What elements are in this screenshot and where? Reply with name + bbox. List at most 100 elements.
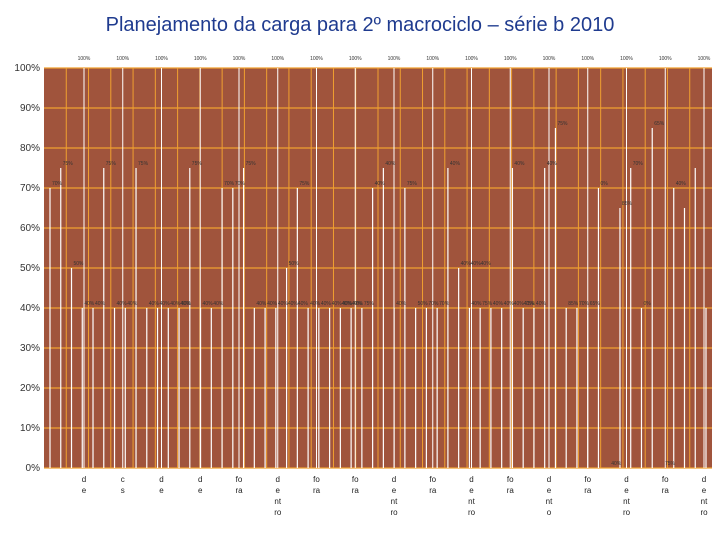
data-label: 40% bbox=[203, 301, 214, 307]
data-label: 0% bbox=[600, 181, 608, 187]
data-label: 75% bbox=[106, 161, 117, 167]
data-label: 70% bbox=[439, 301, 450, 307]
y-tick-label: 50% bbox=[20, 263, 40, 274]
x-tick-label: e bbox=[392, 486, 397, 495]
data-label: 70% bbox=[579, 301, 590, 307]
data-label-100: 100% bbox=[504, 56, 517, 62]
data-label-100: 100% bbox=[659, 56, 672, 62]
data-label: 40% bbox=[181, 301, 192, 307]
data-label: 40% bbox=[117, 301, 128, 307]
data-label: 40% bbox=[321, 301, 332, 307]
y-axis-ticks: 0% 10% 20% 30% 40% 50% 60% 70% 80% 90% 100% bbox=[14, 63, 40, 474]
data-label: 75% bbox=[63, 161, 74, 167]
x-tick-label: e bbox=[82, 486, 87, 495]
data-label-100: 100% bbox=[543, 56, 556, 62]
data-label: 40%40%40% bbox=[461, 261, 492, 267]
data-label: 75% bbox=[482, 301, 493, 307]
x-tick-label: fo bbox=[662, 475, 669, 484]
data-label: 40% bbox=[514, 161, 525, 167]
data-label: 40% bbox=[536, 301, 547, 307]
data-label-100: 100% bbox=[194, 56, 207, 62]
data-label-100: 100% bbox=[465, 56, 478, 62]
x-tick-label: fo bbox=[313, 475, 320, 484]
data-label: 85% bbox=[622, 201, 633, 207]
x-tick-label: fo bbox=[352, 475, 359, 484]
y-tick-label: 80% bbox=[20, 143, 40, 154]
data-label: 50% bbox=[289, 261, 300, 267]
x-tick-label: d bbox=[159, 475, 163, 484]
x-tick-label: d bbox=[702, 475, 706, 484]
data-label: 65% bbox=[590, 301, 601, 307]
x-tick-label: ro bbox=[700, 508, 708, 517]
data-label: 40% bbox=[149, 301, 160, 307]
data-label: 40% bbox=[493, 301, 504, 307]
data-label: 40% bbox=[353, 301, 364, 307]
data-label-100: 100% bbox=[116, 56, 129, 62]
data-label: 75% bbox=[138, 161, 149, 167]
x-tick-label: nt bbox=[468, 497, 475, 506]
data-label: 75% bbox=[192, 161, 203, 167]
data-label-100: 100% bbox=[78, 56, 91, 62]
x-tick-label: nt bbox=[391, 497, 398, 506]
x-tick-label: d bbox=[624, 475, 628, 484]
x-tick-label: e bbox=[159, 486, 164, 495]
value-labels: 70%75%50%40% 40%75%40% 40%75%40% 40% 40%40%4… bbox=[52, 56, 711, 467]
data-label: 40% bbox=[450, 161, 461, 167]
x-tick-label: ra bbox=[352, 486, 360, 495]
data-label: 50% bbox=[74, 261, 85, 267]
data-label: 75% bbox=[364, 301, 375, 307]
x-tick-label: nt bbox=[623, 497, 630, 506]
x-tick-label: ra bbox=[313, 486, 321, 495]
data-label: 70% bbox=[633, 161, 644, 167]
x-tick-label: d bbox=[469, 475, 473, 484]
x-tick-label: ro bbox=[468, 508, 476, 517]
data-label: 85% bbox=[568, 301, 579, 307]
data-label: 40% bbox=[310, 301, 321, 307]
y-tick-label: 60% bbox=[20, 223, 40, 234]
data-label: 40% bbox=[256, 301, 267, 307]
data-label: 75% bbox=[557, 121, 568, 127]
data-label: 50% bbox=[418, 301, 429, 307]
data-label: 75% bbox=[665, 461, 676, 467]
data-label: 75% bbox=[407, 181, 418, 187]
data-label: 70% bbox=[235, 181, 246, 187]
y-tick-label: 40% bbox=[20, 303, 40, 314]
x-tick-label: ro bbox=[274, 508, 282, 517]
data-label: 70% bbox=[224, 181, 235, 187]
data-label-100: 100% bbox=[581, 56, 594, 62]
x-tick-label: d bbox=[276, 475, 280, 484]
x-tick-label: ra bbox=[507, 486, 515, 495]
x-tick-label: d bbox=[547, 475, 551, 484]
data-label: 40%40%40% bbox=[504, 301, 535, 307]
data-label-100: 100% bbox=[310, 56, 323, 62]
data-label: 65% bbox=[654, 121, 665, 127]
data-label: 40% bbox=[213, 301, 224, 307]
data-label: 75% bbox=[299, 181, 310, 187]
x-tick-label: e bbox=[198, 486, 203, 495]
x-tick-label: ro bbox=[390, 508, 398, 517]
x-tick-label: e bbox=[469, 486, 474, 495]
y-tick-label: 70% bbox=[20, 183, 40, 194]
x-axis-labels: decsdedeforadentroforaforadentroforadent… bbox=[82, 475, 708, 517]
x-tick-label: ro bbox=[623, 508, 631, 517]
x-tick-label: ra bbox=[584, 486, 592, 495]
data-label: 40% bbox=[160, 301, 171, 307]
x-tick-label: s bbox=[121, 486, 125, 495]
x-tick-label: ra bbox=[429, 486, 437, 495]
x-tick-label: nt bbox=[274, 497, 281, 506]
x-tick-label: e bbox=[702, 486, 707, 495]
x-tick-label: fo bbox=[236, 475, 243, 484]
x-tick-label: ra bbox=[235, 486, 243, 495]
x-tick-label: fo bbox=[584, 475, 591, 484]
data-label: 40% bbox=[95, 301, 106, 307]
data-label: 40% bbox=[127, 301, 138, 307]
data-label-100: 100% bbox=[426, 56, 439, 62]
y-tick-label: 30% bbox=[20, 343, 40, 354]
x-tick-label: e bbox=[547, 486, 552, 495]
y-tick-label: 100% bbox=[14, 63, 40, 74]
x-tick-label: d bbox=[82, 475, 86, 484]
data-label-100: 100% bbox=[271, 56, 284, 62]
data-label: 40%40% bbox=[170, 301, 191, 307]
x-tick-label: d bbox=[198, 475, 202, 484]
